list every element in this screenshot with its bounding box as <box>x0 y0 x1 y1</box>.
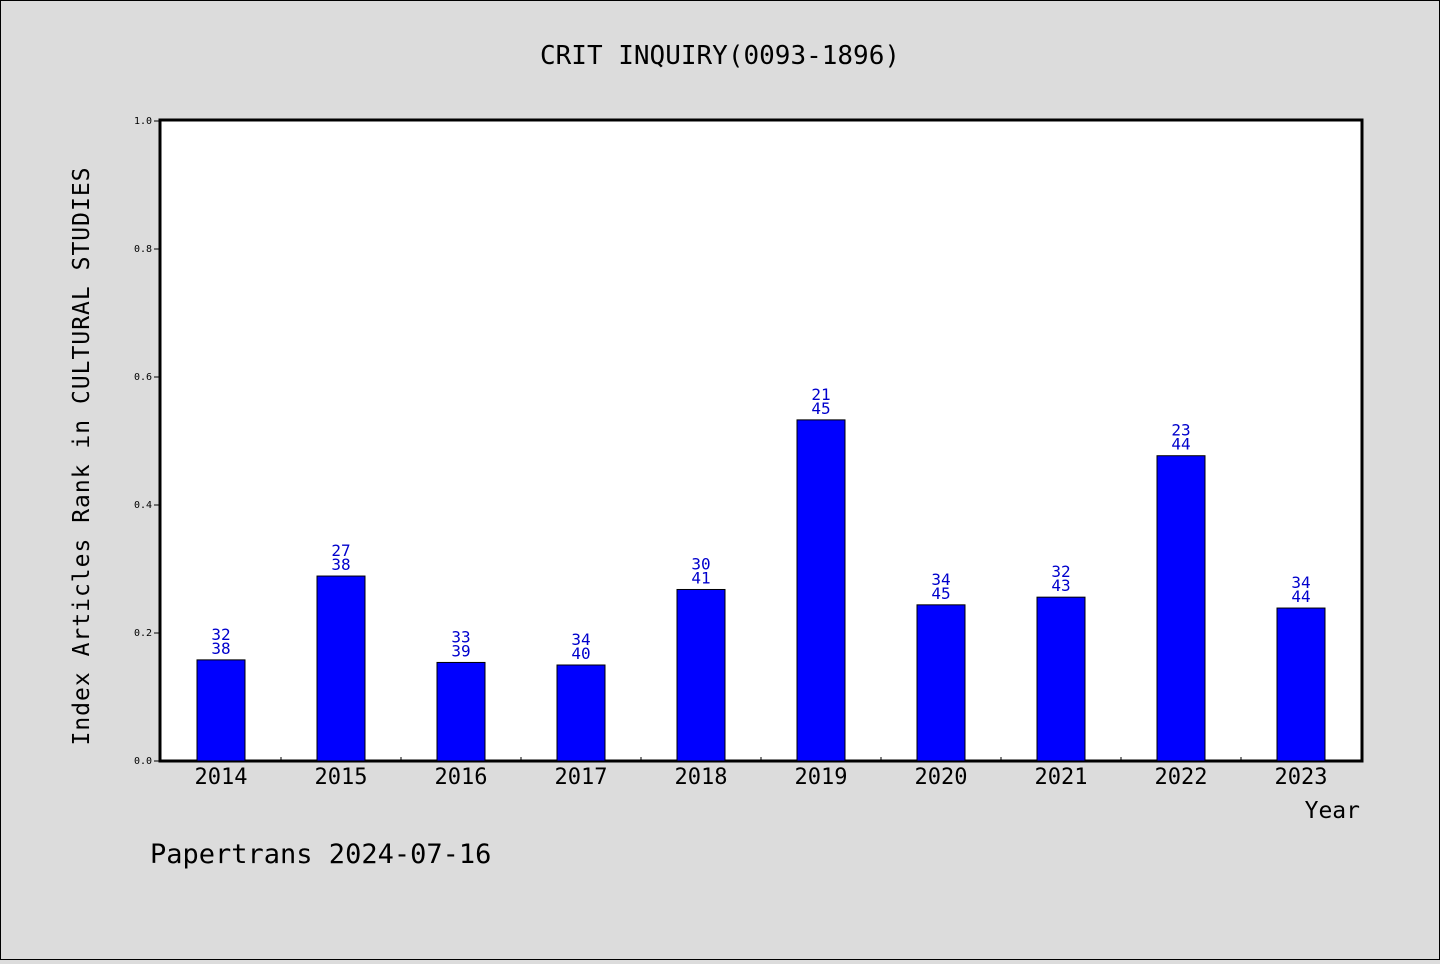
data-label-bottom: 39 <box>451 641 470 660</box>
bar <box>1276 607 1326 762</box>
data-label-bottom: 38 <box>211 639 230 658</box>
bar <box>196 659 246 762</box>
data-label-top: 32 <box>1051 562 1070 581</box>
x-tick-label: 2016 <box>435 765 488 790</box>
data-label-bottom: 45 <box>931 584 950 603</box>
bar <box>316 575 366 762</box>
bars <box>196 419 1326 762</box>
bar <box>676 588 726 762</box>
bar <box>916 604 966 762</box>
y-axis-label: Index Articles Rank in CULTURAL STUDIES <box>69 166 95 745</box>
x-tick-label: 2022 <box>1155 765 1208 790</box>
y-tick-label: 0.8 <box>134 244 152 255</box>
x-tick-label: 2017 <box>555 765 608 790</box>
y-tick-label: 0.4 <box>134 500 152 511</box>
data-label-bottom: 41 <box>691 568 710 587</box>
data-label-top: 34 <box>571 630 590 649</box>
footer-credit: Papertrans 2024-07-16 <box>150 839 491 870</box>
data-label-bottom: 40 <box>571 644 590 663</box>
bar <box>1156 455 1206 762</box>
data-label-top: 34 <box>931 570 950 589</box>
data-label-top: 21 <box>811 385 830 404</box>
bar <box>436 661 486 762</box>
x-tick-label: 2015 <box>315 765 368 790</box>
bar <box>556 664 606 762</box>
chart-title: CRIT INQUIRY(0093-1896) <box>540 41 900 71</box>
y-tick-label: 0.6 <box>134 372 152 383</box>
data-label-bottom: 38 <box>331 555 350 574</box>
data-label-top: 30 <box>691 554 710 573</box>
data-label-bottom: 45 <box>811 399 830 418</box>
x-tick-label: 2014 <box>195 765 248 790</box>
data-label-bottom: 44 <box>1171 435 1190 454</box>
bar <box>1036 596 1086 762</box>
x-tick-label: 2020 <box>915 765 968 790</box>
data-label-top: 34 <box>1291 573 1310 592</box>
x-tick-label: 2023 <box>1275 765 1328 790</box>
x-tick-label: 2021 <box>1035 765 1088 790</box>
data-label-top: 33 <box>451 627 470 646</box>
y-axis: 0.0 0.2 0.4 0.6 0.8 1.0 <box>134 116 161 767</box>
bar <box>796 419 846 762</box>
data-label-bottom: 44 <box>1291 587 1310 606</box>
x-tick-label: 2019 <box>795 765 848 790</box>
x-axis-label: Year <box>1305 798 1360 824</box>
y-tick-label: 0.2 <box>134 628 152 639</box>
data-label-top: 27 <box>331 541 350 560</box>
x-tick-label: 2018 <box>675 765 728 790</box>
data-label-bottom: 43 <box>1051 576 1070 595</box>
data-label-top: 32 <box>211 625 230 644</box>
x-axis: 2014 2015 2016 2017 2018 2019 2020 2021 2022 2023 <box>195 757 1328 790</box>
y-tick-label: 1.0 <box>134 116 152 127</box>
data-label-top: 23 <box>1171 421 1190 440</box>
y-tick-label: 0.0 <box>134 756 152 767</box>
